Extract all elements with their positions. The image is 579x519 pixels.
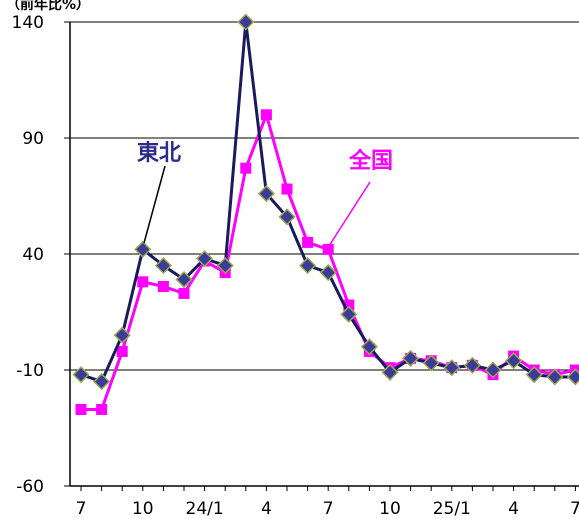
x-tick-label: 7 bbox=[570, 499, 579, 519]
data-point bbox=[505, 352, 523, 370]
data-point bbox=[484, 361, 502, 379]
callouts: 東北 全国 bbox=[137, 141, 393, 247]
unit-label: （前年比%） bbox=[6, 0, 90, 13]
data-point bbox=[154, 257, 172, 275]
y-tick-label: -60 bbox=[16, 477, 44, 497]
data-point bbox=[178, 287, 190, 299]
data-point bbox=[75, 403, 87, 415]
data-point bbox=[113, 326, 131, 344]
data-point bbox=[196, 250, 214, 268]
data-point bbox=[240, 162, 252, 174]
data-point bbox=[319, 263, 337, 282]
data-point bbox=[525, 366, 543, 384]
y-tick-label: 40 bbox=[22, 245, 44, 265]
data-point bbox=[402, 349, 420, 367]
data-point bbox=[157, 280, 169, 292]
data-point bbox=[175, 270, 193, 289]
data-point bbox=[93, 373, 111, 391]
data-point bbox=[216, 257, 234, 275]
data-point bbox=[72, 366, 90, 384]
data-point bbox=[134, 240, 152, 258]
data-point bbox=[302, 236, 314, 248]
data-point bbox=[343, 299, 355, 311]
data-point bbox=[381, 363, 399, 381]
data-point bbox=[137, 276, 149, 288]
x-tick-labels: 7 10 24/1 4 7 10 25/1 4 7 bbox=[76, 499, 579, 519]
zenkoku-callout: 全国 bbox=[348, 148, 393, 174]
data-point bbox=[299, 257, 317, 275]
series-layer bbox=[72, 13, 579, 415]
x-tick-label: 7 bbox=[323, 499, 334, 519]
data-point bbox=[443, 359, 461, 377]
data-point bbox=[278, 208, 296, 226]
data-point bbox=[322, 243, 334, 255]
data-point bbox=[566, 368, 579, 386]
x-tick-label: 24/1 bbox=[186, 499, 224, 519]
tohoku-callout: 東北 bbox=[137, 141, 181, 166]
x-tick-label: 10 bbox=[379, 499, 401, 519]
x-tick-label: 4 bbox=[508, 499, 519, 519]
data-point bbox=[237, 13, 255, 31]
zenkoku-leader-line bbox=[328, 181, 371, 247]
series-0 bbox=[72, 13, 579, 391]
data-point bbox=[260, 109, 272, 121]
tohoku-leader-line bbox=[143, 165, 166, 244]
y-tick-label: 140 bbox=[12, 13, 44, 33]
data-point bbox=[96, 403, 108, 415]
x-tick-label: 25/1 bbox=[433, 499, 471, 519]
data-point bbox=[340, 305, 358, 323]
x-tick-label: 10 bbox=[132, 499, 154, 519]
y-tick-label: -10 bbox=[16, 361, 44, 381]
data-point bbox=[257, 185, 275, 203]
data-point bbox=[463, 356, 481, 374]
data-point bbox=[422, 354, 440, 372]
data-point bbox=[116, 345, 128, 357]
y-tick-labels: 140 90 40 -10 -60 bbox=[12, 13, 44, 497]
x-tick-label: 7 bbox=[76, 499, 87, 519]
data-point bbox=[546, 368, 564, 386]
axes bbox=[64, 21, 579, 491]
x-tick-label: 4 bbox=[261, 499, 272, 519]
data-point bbox=[281, 183, 293, 195]
gridlines bbox=[70, 21, 579, 371]
y-tick-label: 90 bbox=[22, 129, 44, 149]
data-point bbox=[360, 338, 378, 356]
